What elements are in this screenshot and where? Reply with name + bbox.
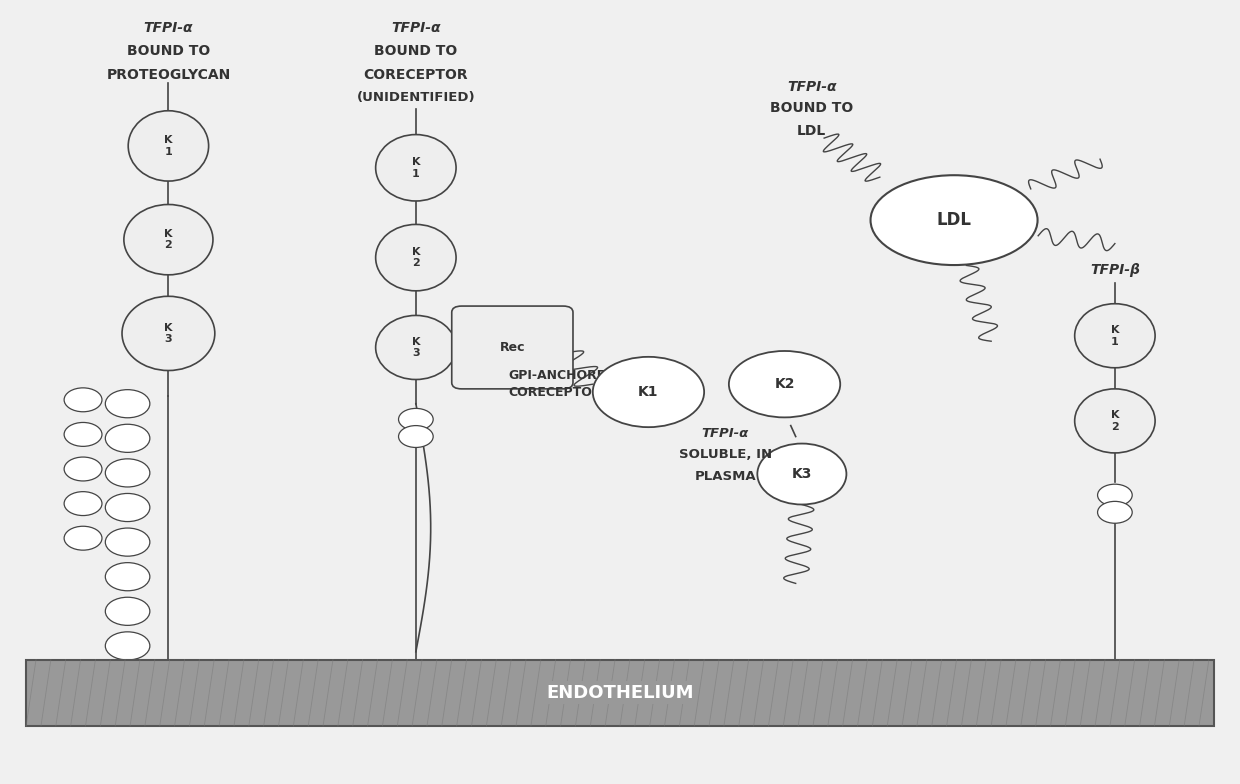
Circle shape [64,388,102,412]
Ellipse shape [729,351,841,417]
Text: GPI-ANCHORED
CORECEPTOR: GPI-ANCHORED CORECEPTOR [508,369,616,399]
Ellipse shape [124,205,213,275]
Circle shape [105,597,150,626]
Circle shape [105,390,150,418]
FancyBboxPatch shape [451,306,573,389]
Ellipse shape [122,296,215,371]
Text: BOUND TO: BOUND TO [374,45,458,58]
Circle shape [105,528,150,556]
Circle shape [64,526,102,550]
Circle shape [105,563,150,591]
Text: TFPI-α: TFPI-α [702,427,749,440]
Text: Rec: Rec [500,341,525,354]
Circle shape [105,424,150,452]
Text: (UNIDENTIFIED): (UNIDENTIFIED) [357,91,475,104]
Text: TFPI-α: TFPI-α [144,21,193,35]
Ellipse shape [1075,389,1156,453]
Text: TFPI-β: TFPI-β [1090,263,1140,277]
Circle shape [398,408,433,430]
Ellipse shape [593,357,704,427]
Text: BOUND TO: BOUND TO [770,101,853,115]
Text: CORECEPTOR: CORECEPTOR [363,67,469,82]
Ellipse shape [376,315,456,379]
Text: LDL: LDL [936,211,972,229]
Ellipse shape [1075,303,1156,368]
Ellipse shape [758,444,847,504]
Text: K
3: K 3 [412,336,420,358]
Bar [26,659,1214,726]
Text: K
2: K 2 [1111,410,1120,432]
Circle shape [1097,502,1132,523]
Text: BOUND TO: BOUND TO [126,45,210,58]
Ellipse shape [376,224,456,291]
Circle shape [398,426,433,448]
Text: ENDOTHELIUM: ENDOTHELIUM [547,684,693,702]
Text: K3: K3 [791,467,812,481]
Text: SOLUBLE, IN: SOLUBLE, IN [678,448,771,461]
Text: PROTEOGLYCAN: PROTEOGLYCAN [107,67,231,82]
Circle shape [105,459,150,487]
Circle shape [105,632,150,660]
Text: K
2: K 2 [412,247,420,268]
Ellipse shape [376,135,456,201]
Text: PLASMA: PLASMA [694,470,756,483]
Circle shape [64,492,102,516]
Circle shape [64,423,102,446]
Circle shape [64,457,102,481]
Ellipse shape [870,175,1038,265]
Text: K
1: K 1 [1111,325,1120,347]
Text: TFPI-α: TFPI-α [787,79,837,93]
Ellipse shape [128,111,208,181]
Circle shape [1097,485,1132,506]
Text: K2: K2 [774,377,795,391]
Text: LDL: LDL [797,124,826,138]
Text: K
3: K 3 [164,322,172,344]
Text: K1: K1 [639,385,658,399]
Text: K
1: K 1 [412,157,420,179]
Text: K
1: K 1 [164,135,172,157]
Text: TFPI-α: TFPI-α [391,21,440,35]
Circle shape [105,493,150,521]
Text: K
2: K 2 [164,229,172,250]
